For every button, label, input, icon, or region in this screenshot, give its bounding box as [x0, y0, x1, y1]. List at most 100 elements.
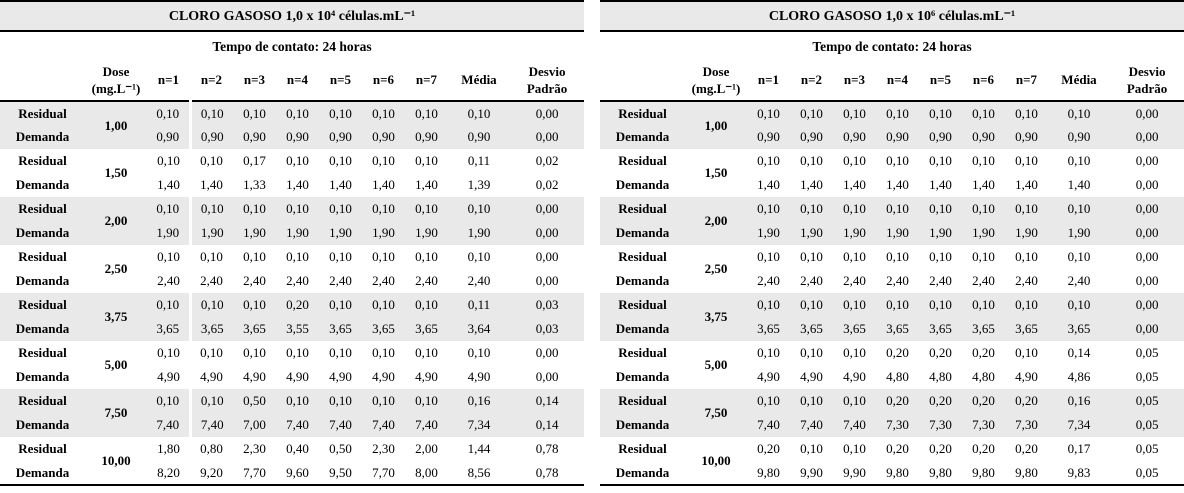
desvio-value: 0,00 [510, 101, 585, 125]
value-n5: 3,65 [319, 317, 362, 341]
value-n1: 9,80 [747, 461, 790, 485]
column-header-7: n=6 [962, 61, 1005, 102]
value-n4: 0,90 [876, 125, 919, 149]
media-value: 0,16 [1048, 389, 1110, 413]
value-n5: 0,10 [319, 341, 362, 365]
value-n4: 0,10 [876, 293, 919, 317]
value-n2: 3,65 [188, 317, 233, 341]
value-n5: 0,10 [919, 197, 962, 221]
desvio-value: 0,02 [510, 173, 585, 197]
value-n5: 0,10 [919, 149, 962, 173]
value-n3: 0,10 [833, 389, 876, 413]
value-n3: 0,10 [233, 197, 276, 221]
media-value: 7,34 [1048, 413, 1110, 437]
value-n4: 9,80 [876, 461, 919, 485]
row-residual-dose-1: Residual 1,50 0,10 0,10 0,17 0,10 0,10 0,10 0,10… [0, 149, 585, 197]
row-demanda-dose-7: Demanda 9,80 9,90 9,90 9,80 9,80 9,80 9,80 9,83 0… [600, 461, 1184, 485]
desvio-value: 0,00 [510, 245, 585, 269]
row-demanda-dose-1: Demanda 1,40 1,40 1,40 1,40 1,40 1,40 1,40 1,40 0… [600, 173, 1184, 197]
column-header-row: Dose (mg.L⁻¹) n=1 n=2 n=3 n=4 n=5 n=6 n=7 Média D… [600, 61, 1184, 102]
value-n5: 7,40 [319, 413, 362, 437]
value-n5: 1,40 [919, 173, 962, 197]
media-value: 0,10 [1048, 149, 1110, 173]
value-n6: 0,10 [362, 245, 405, 269]
row-demanda-dose-7: Demanda 8,20 9,20 7,70 9,60 9,50 7,70 8,00 8,56 0… [0, 461, 585, 485]
column-header-5: n=4 [276, 61, 319, 102]
value-n4: 0,20 [276, 293, 319, 317]
dose-value: 5,00 [685, 341, 747, 389]
value-n3: 9,90 [833, 461, 876, 485]
value-n7: 3,65 [405, 317, 448, 341]
desvio-value: 0,78 [510, 437, 585, 461]
value-n1: 1,90 [147, 221, 190, 245]
value-n2: 0,10 [790, 341, 833, 365]
value-n4: 7,30 [876, 413, 919, 437]
value-n4: 1,40 [876, 173, 919, 197]
value-n7: 0,10 [405, 293, 448, 317]
value-n6: 0,20 [962, 437, 1005, 461]
value-n5: 0,10 [919, 293, 962, 317]
value-n1: 1,40 [747, 173, 790, 197]
value-n7: 2,00 [405, 437, 448, 461]
value-n6: 3,65 [962, 317, 1005, 341]
row-demanda-dose-4: Demanda 3,65 3,65 3,65 3,55 3,65 3,65 3,65 3,64 0… [0, 317, 585, 341]
value-n2: 0,10 [190, 245, 233, 269]
media-value: 0,10 [448, 101, 510, 125]
value-n1: 1,90 [747, 221, 790, 245]
value-n3: 1,90 [233, 221, 276, 245]
value-n7: 8,00 [405, 461, 448, 485]
residual-label: Residual [0, 437, 85, 461]
dose-value: 7,50 [685, 389, 747, 437]
value-n4: 0,20 [876, 389, 919, 413]
value-n2: 0,10 [188, 101, 233, 125]
value-n3: 0,10 [833, 245, 876, 269]
value-n2: 7,40 [790, 413, 833, 437]
value-n7: 1,40 [405, 173, 448, 197]
desvio-value: 0,00 [510, 221, 585, 245]
value-n1: 0,20 [747, 437, 790, 461]
residual-label: Residual [0, 293, 85, 317]
column-header-0 [0, 61, 85, 102]
value-n5: 0,10 [319, 197, 362, 221]
media-value: 0,11 [448, 293, 510, 317]
value-n3: 0,10 [833, 341, 876, 365]
value-n3: 7,00 [233, 413, 276, 437]
media-value: 4,90 [448, 365, 510, 389]
value-n4: 0,10 [876, 245, 919, 269]
value-n7: 0,10 [405, 149, 448, 173]
demanda-label: Demanda [600, 221, 685, 245]
table-title: CLORO GASOSO 1,0 x 10⁴ células.mL⁻¹ [0, 0, 585, 32]
dose-value: 3,75 [85, 293, 147, 341]
value-n7: 4,90 [1005, 365, 1048, 389]
value-n2: 1,40 [190, 173, 233, 197]
value-n7: 1,90 [405, 221, 448, 245]
value-n6: 0,10 [362, 389, 405, 413]
column-header-1: Dose (mg.L⁻¹) [685, 61, 747, 102]
value-n4: 2,40 [276, 269, 319, 293]
column-header-9: Média [1048, 61, 1110, 102]
value-n3: 0,10 [233, 293, 276, 317]
value-n3: 0,10 [233, 341, 276, 365]
value-n5: 0,10 [319, 245, 362, 269]
value-n2: 0,10 [790, 149, 833, 173]
residual-label: Residual [600, 197, 685, 221]
dose-value: 1,50 [85, 149, 147, 197]
demanda-label: Demanda [0, 125, 85, 149]
row-demanda-dose-0: Demanda 0,90 0,90 0,90 0,90 0,90 0,90 0,90 0,90 0… [600, 125, 1184, 149]
desvio-value: 0,14 [510, 413, 585, 437]
column-header-2: n=1 [747, 61, 790, 102]
value-n1: 4,90 [147, 365, 190, 389]
value-n4: 0,10 [876, 197, 919, 221]
row-demanda-dose-5: Demanda 4,90 4,90 4,90 4,80 4,80 4,80 4,90 4,86 0… [600, 365, 1184, 389]
value-n6: 3,65 [362, 317, 405, 341]
dose-value: 2,00 [685, 197, 747, 245]
column-header-10: Desvio Padrão [510, 61, 585, 102]
value-n6: 1,40 [962, 173, 1005, 197]
value-n2: 0,10 [190, 341, 233, 365]
value-n2: 0,10 [188, 197, 233, 221]
residual-label: Residual [600, 389, 685, 413]
value-n3: 0,10 [833, 293, 876, 317]
value-n6: 0,10 [962, 293, 1005, 317]
value-n3: 7,70 [233, 461, 276, 485]
value-n6: 4,90 [362, 365, 405, 389]
